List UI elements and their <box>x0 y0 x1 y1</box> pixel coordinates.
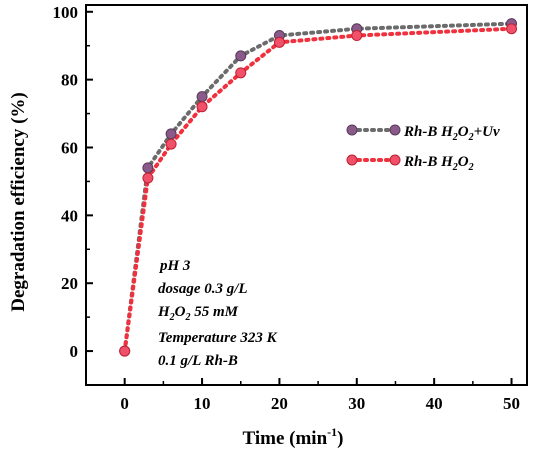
series-layer <box>119 18 518 357</box>
plot-border <box>85 4 528 386</box>
point-uv-2 <box>165 128 177 140</box>
point-h2o2-7 <box>506 23 518 35</box>
axis-ticks: 0 10 20 30 40 50 0 20 40 60 80 100 <box>53 3 521 413</box>
point-uv-1 <box>142 162 154 174</box>
annotation-dosage: dosage 0.3 g/L <box>158 281 248 297</box>
x-tick-label-3: 30 <box>348 394 365 413</box>
x-axis-title: Time (min-1) <box>243 425 344 449</box>
point-h2o2-1 <box>142 172 154 184</box>
annotation-temperature: Temperature 323 K <box>158 330 278 346</box>
legend-item-h2o2: Rh-B H2O2 <box>346 154 474 173</box>
y-axis-title: Degradation efficiency (%) <box>8 92 29 312</box>
point-h2o2-6 <box>351 30 363 42</box>
legend-marker-h2o2-1 <box>346 154 358 166</box>
legend-label-uv: Rh-B H2O2+Uv <box>403 124 500 143</box>
legend-marker-uv-1 <box>346 124 358 136</box>
legend-marker-uv-2 <box>389 124 401 136</box>
y-tick-label-2: 40 <box>61 206 78 225</box>
point-h2o2-2 <box>165 138 177 150</box>
x-axis-title-sup: -1 <box>327 425 337 439</box>
legend-item-uv: Rh-B H2O2+Uv <box>346 124 500 143</box>
conditions-annotation: pH 3 dosage 0.3 g/L H2O2 55 mM Temperatu… <box>157 258 278 369</box>
plot-area <box>85 4 528 386</box>
y-tick-label-5: 100 <box>53 3 79 22</box>
point-h2o2-0 <box>119 345 131 357</box>
x-tick-label-1: 10 <box>194 394 211 413</box>
legend-marker-h2o2-2 <box>389 154 401 166</box>
x-tick-label-4: 40 <box>426 394 443 413</box>
x-tick-label-5: 50 <box>503 394 520 413</box>
y-tick-label-1: 20 <box>61 274 78 293</box>
x-tick-label-2: 20 <box>271 394 288 413</box>
y-tick-label-4: 80 <box>61 71 78 90</box>
legend: Rh-B H2O2+Uv Rh-B H2O2 <box>346 124 500 173</box>
annotation-h2o2: H2O2 55 mM <box>157 304 239 323</box>
point-uv-3 <box>196 91 208 103</box>
series-line-h2o2 <box>122 26 514 354</box>
point-h2o2-5 <box>273 36 285 48</box>
point-h2o2-3 <box>196 101 208 113</box>
y-tick-label-3: 60 <box>61 139 78 158</box>
series-line-uv <box>122 21 514 354</box>
annotation-rhb: 0.1 g/L Rh-B <box>158 353 238 369</box>
x-tick-label-0: 0 <box>120 394 129 413</box>
y-tick-label-0: 0 <box>70 342 79 361</box>
point-uv-4 <box>235 50 247 62</box>
annotation-ph: pH 3 <box>158 258 191 274</box>
legend-label-h2o2: Rh-B H2O2 <box>403 154 474 173</box>
point-h2o2-4 <box>235 67 247 79</box>
